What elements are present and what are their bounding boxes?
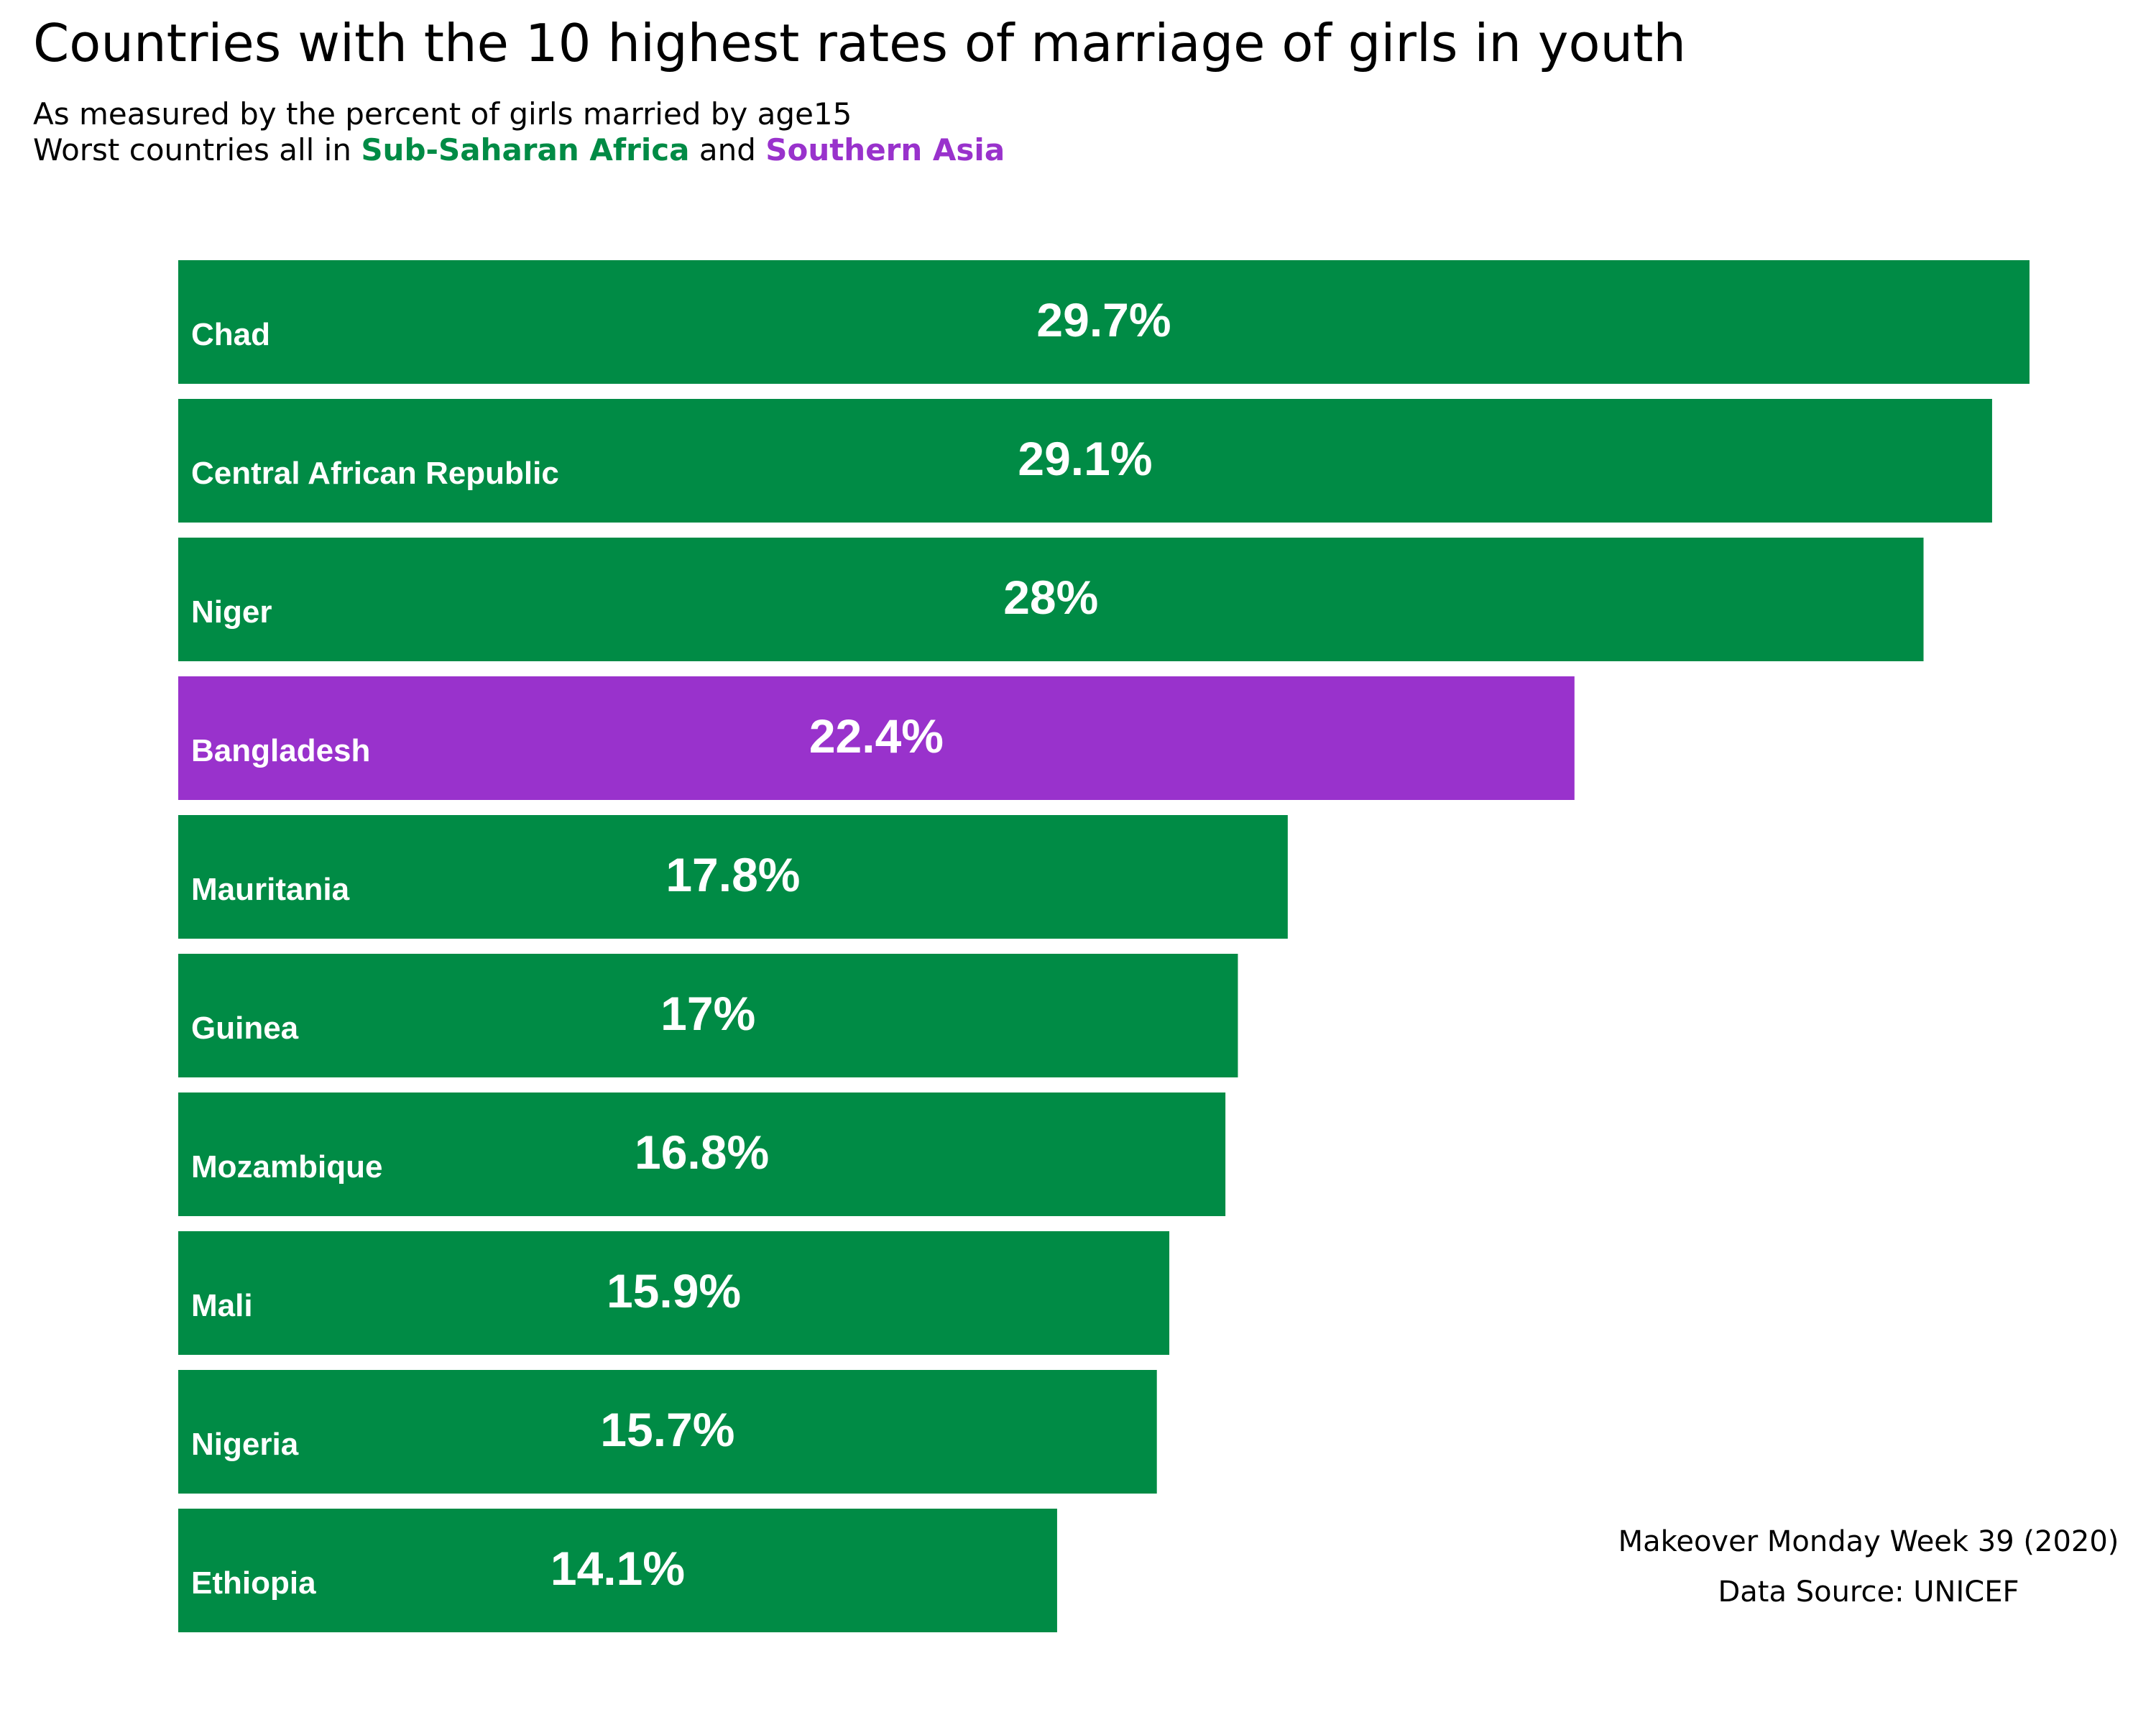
category-label: Mozambique — [191, 1149, 382, 1184]
bar-niger — [178, 538, 1924, 661]
value-label: 15.7% — [600, 1403, 734, 1456]
bar-central-african-republic — [178, 399, 1992, 523]
subtitle-line-1: As measured by the percent of girls marr… — [33, 96, 852, 132]
value-label: 16.8% — [635, 1126, 769, 1179]
category-label: Mauritania — [191, 872, 350, 907]
bar-bangladesh — [178, 676, 1575, 800]
subtitle-connector: and — [689, 132, 766, 167]
category-label: Nigeria — [191, 1427, 299, 1462]
category-label: Ethiopia — [191, 1565, 316, 1601]
value-label: 17% — [660, 987, 755, 1040]
value-label: 22.4% — [809, 709, 944, 763]
bar-ethiopia — [178, 1509, 1057, 1632]
bar-guinea — [178, 954, 1238, 1077]
bar-nigeria — [178, 1370, 1157, 1494]
value-label: 29.7% — [1036, 293, 1171, 346]
category-label: Bangladesh — [191, 733, 370, 768]
value-label: 28% — [1003, 571, 1098, 624]
category-label: Central African Republic — [191, 456, 559, 491]
caption-line-2: Data Source: UNICEF — [1718, 1576, 2019, 1609]
category-label: Niger — [191, 594, 272, 630]
chart-subtitle: As measured by the percent of girls marr… — [33, 96, 1005, 168]
region-africa-label: Sub-Saharan Africa — [361, 132, 690, 167]
category-label: Chad — [191, 317, 270, 352]
value-label: 14.1% — [550, 1542, 685, 1595]
caption-line-1: Makeover Monday Week 39 (2020) — [1618, 1525, 2119, 1558]
chart-title: Countries with the 10 highest rates of m… — [33, 13, 1687, 73]
bar-mozambique — [178, 1092, 1226, 1216]
region-asia-label: Southern Asia — [765, 132, 1005, 167]
bar-mali — [178, 1231, 1170, 1355]
chart-caption: Makeover Monday Week 39 (2020) Data Sour… — [1581, 1517, 2156, 1617]
bar-mauritania — [178, 815, 1288, 939]
category-label: Guinea — [191, 1011, 299, 1046]
subtitle-line-2: Worst countries all in Sub-Saharan Afric… — [33, 132, 1005, 168]
value-label: 15.9% — [607, 1264, 741, 1317]
value-label: 29.1% — [1018, 432, 1152, 485]
subtitle-prefix: Worst countries all in — [33, 132, 361, 167]
value-label: 17.8% — [665, 848, 800, 901]
category-label: Mali — [191, 1288, 253, 1323]
bar-chad — [178, 260, 2030, 384]
